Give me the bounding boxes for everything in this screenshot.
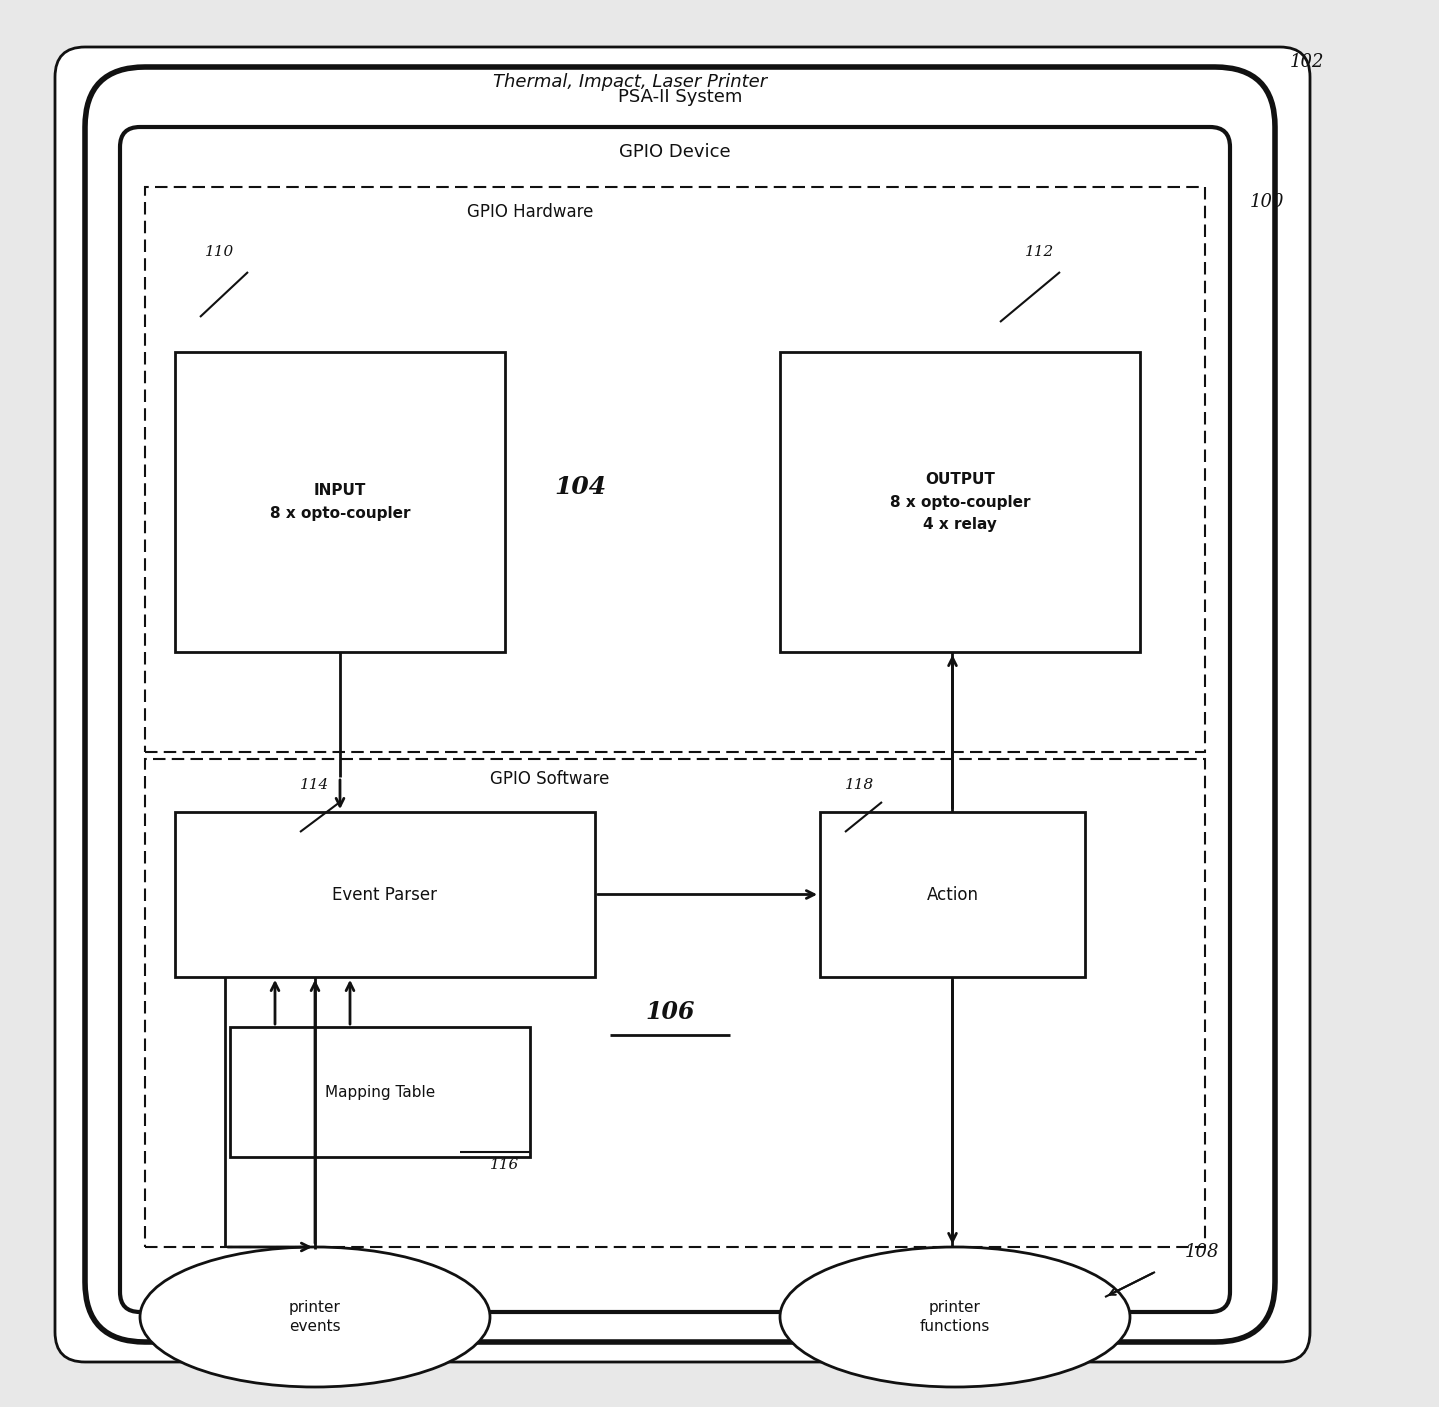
Text: Mapping Table: Mapping Table xyxy=(325,1085,435,1099)
Text: 100: 100 xyxy=(1250,193,1285,211)
Text: GPIO Device: GPIO Device xyxy=(619,144,731,160)
Text: printer
events: printer events xyxy=(289,1300,341,1334)
Text: PSA-II System: PSA-II System xyxy=(617,89,743,106)
Bar xyxy=(145,187,1204,751)
Bar xyxy=(780,352,1140,651)
Text: Thermal, Impact, Laser Printer: Thermal, Impact, Laser Printer xyxy=(494,73,767,91)
Text: Action: Action xyxy=(927,885,979,903)
Ellipse shape xyxy=(140,1247,491,1387)
Bar xyxy=(230,1027,530,1157)
Text: 108: 108 xyxy=(1184,1242,1219,1261)
FancyBboxPatch shape xyxy=(119,127,1230,1311)
Text: 118: 118 xyxy=(845,778,875,792)
Text: 106: 106 xyxy=(645,1000,695,1024)
Text: 116: 116 xyxy=(491,1158,519,1172)
Text: 104: 104 xyxy=(554,476,606,499)
Text: GPIO Hardware: GPIO Hardware xyxy=(466,203,593,221)
Text: INPUT
8 x opto-coupler: INPUT 8 x opto-coupler xyxy=(269,484,410,521)
Text: printer
functions: printer functions xyxy=(920,1300,990,1334)
Text: 110: 110 xyxy=(204,245,235,259)
Text: 112: 112 xyxy=(1025,245,1055,259)
Ellipse shape xyxy=(780,1247,1130,1387)
Bar xyxy=(145,758,1204,1247)
Bar xyxy=(820,812,1085,976)
Bar xyxy=(176,352,505,651)
FancyBboxPatch shape xyxy=(85,68,1275,1342)
Text: 102: 102 xyxy=(1289,53,1324,70)
Text: GPIO Software: GPIO Software xyxy=(491,770,610,788)
Text: 114: 114 xyxy=(299,778,330,792)
FancyBboxPatch shape xyxy=(55,46,1309,1362)
Bar xyxy=(176,812,594,976)
Text: Event Parser: Event Parser xyxy=(332,885,437,903)
Text: OUTPUT
8 x opto-coupler
4 x relay: OUTPUT 8 x opto-coupler 4 x relay xyxy=(889,473,1030,532)
